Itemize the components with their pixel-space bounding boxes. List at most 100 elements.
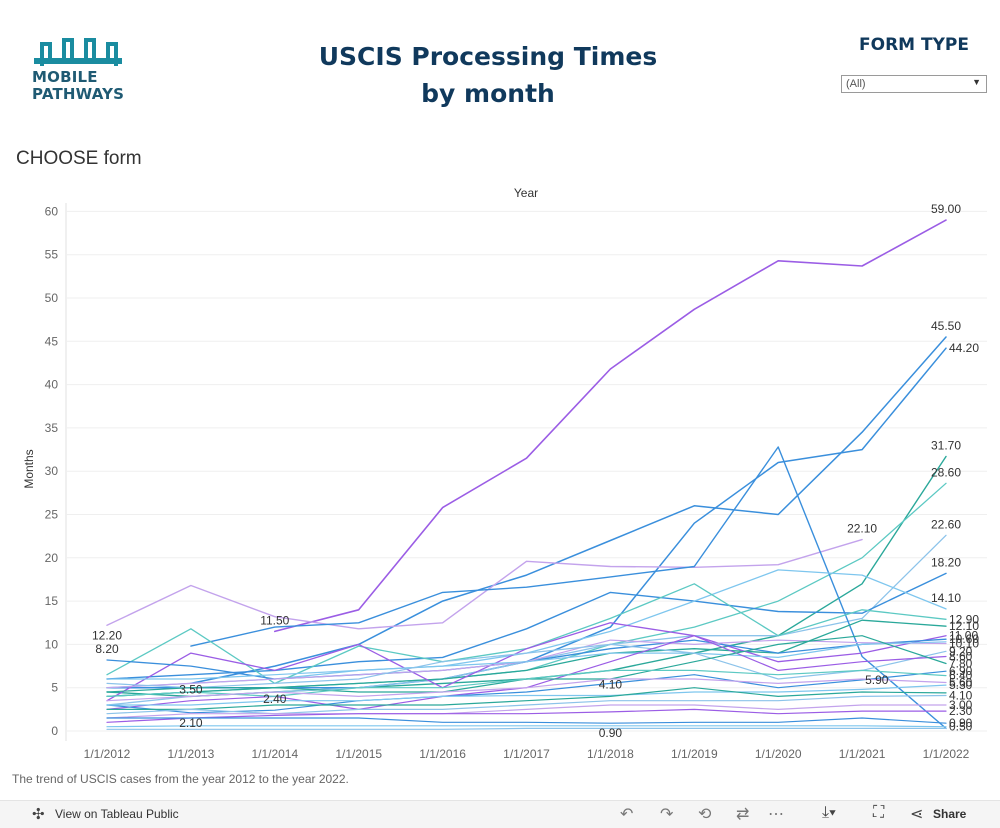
y-tick-label: 30 bbox=[45, 464, 59, 478]
x-tick-label: 1/1/2015 bbox=[335, 747, 382, 761]
logo-text-mobile: MOBILE bbox=[32, 68, 98, 86]
data-label: 0.90 bbox=[949, 716, 973, 730]
data-label: 10.10 bbox=[949, 637, 979, 651]
x-tick-label: 1/1/2016 bbox=[419, 747, 466, 761]
series-line bbox=[106, 583, 947, 685]
chart-axis-title-year: Year bbox=[514, 186, 538, 200]
data-label: 22.60 bbox=[931, 517, 961, 531]
data-label: 0.50 bbox=[949, 720, 973, 734]
data-label: 0.90 bbox=[599, 726, 623, 740]
data-label: 7.80 bbox=[949, 656, 973, 670]
data-label: 45.50 bbox=[931, 319, 961, 333]
data-label: 6.40 bbox=[949, 669, 973, 683]
series-line bbox=[190, 446, 947, 730]
series-line bbox=[106, 538, 863, 630]
x-tick-label: 1/1/2021 bbox=[839, 747, 886, 761]
data-label: 2.10 bbox=[179, 716, 203, 730]
data-label: 5.60 bbox=[949, 676, 973, 690]
series-line bbox=[106, 727, 947, 730]
data-label: 6.90 bbox=[949, 664, 973, 678]
data-label: 12.10 bbox=[949, 619, 979, 633]
data-label: 2.40 bbox=[263, 692, 287, 706]
series-line bbox=[274, 219, 947, 633]
tableau-toolbar: ✣ View on Tableau Public ↶ ↷ ⟲ ⇄ ⋯ ⤓▾ ⛶ … bbox=[0, 800, 1000, 828]
pause-icon[interactable]: ⋯ bbox=[768, 806, 784, 823]
data-label: 8.20 bbox=[95, 642, 119, 656]
share-button[interactable]: Share bbox=[933, 807, 967, 821]
refresh-icon[interactable]: ⇄ bbox=[736, 806, 750, 823]
download-icon[interactable]: ⤓▾ bbox=[822, 804, 836, 821]
data-label: 12.20 bbox=[92, 628, 122, 642]
page-title: USCIS Processing Times by month bbox=[300, 38, 676, 112]
undo-icon[interactable]: ↶ bbox=[620, 806, 634, 823]
series-line bbox=[106, 622, 947, 702]
share-icon[interactable]: ⋖ bbox=[910, 806, 924, 823]
redo-icon[interactable]: ↷ bbox=[660, 806, 674, 823]
y-tick-label: 60 bbox=[45, 204, 59, 218]
series-line bbox=[106, 669, 947, 697]
page-title-line2: by month bbox=[421, 79, 555, 108]
series-line bbox=[106, 704, 947, 719]
series-line bbox=[106, 708, 947, 723]
series-line bbox=[106, 643, 947, 689]
y-tick-label: 0 bbox=[51, 724, 58, 738]
y-tick-label: 50 bbox=[45, 291, 59, 305]
data-label: 3.00 bbox=[949, 698, 973, 712]
series-line bbox=[190, 336, 947, 685]
series-line bbox=[106, 641, 947, 680]
chart-data-labels: 59.00 45.50 44.20 31.70 28.60 22.10 12.20 22.60… bbox=[92, 202, 979, 740]
y-tick-label: 5 bbox=[51, 681, 58, 695]
data-label: 8.60 bbox=[949, 650, 973, 664]
data-label: 2.30 bbox=[949, 704, 973, 718]
data-label: 31.70 bbox=[931, 438, 961, 452]
view-on-tableau-link[interactable]: View on Tableau Public bbox=[55, 807, 179, 821]
processing-times-line-chart: Year Months 0 5 10 15 20 25 30 35 40 45 50 55 60 1/1… bbox=[22, 186, 987, 761]
x-tick-label: 1/1/2018 bbox=[587, 747, 634, 761]
data-label: 5.30 bbox=[949, 678, 973, 692]
x-tick-label: 1/1/2013 bbox=[168, 747, 215, 761]
data-label: 22.10 bbox=[847, 522, 877, 536]
x-tick-label: 1/1/2019 bbox=[671, 747, 718, 761]
form-type-label: FORM TYPE bbox=[859, 35, 969, 55]
series-line bbox=[106, 482, 947, 698]
data-label: 12.90 bbox=[949, 612, 979, 626]
dropdown-arrow-icon: ▼ bbox=[972, 77, 981, 87]
series-line bbox=[106, 670, 947, 714]
series-line bbox=[106, 694, 947, 715]
data-label: 9.20 bbox=[949, 644, 973, 658]
data-label: 44.20 bbox=[949, 341, 979, 355]
series-line bbox=[106, 717, 947, 724]
y-tick-label: 25 bbox=[45, 508, 59, 522]
y-tick-label: 15 bbox=[45, 594, 59, 608]
chart-y-ticks: 0 5 10 15 20 25 30 35 40 45 50 55 60 bbox=[45, 204, 59, 738]
mobile-pathways-logo-icon bbox=[34, 38, 122, 66]
chart-series-lines bbox=[106, 219, 947, 730]
data-label: 5.90 bbox=[865, 673, 889, 687]
data-label: 18.20 bbox=[931, 555, 961, 569]
y-tick-label: 45 bbox=[45, 334, 59, 348]
y-tick-label: 40 bbox=[45, 378, 59, 392]
y-tick-label: 55 bbox=[45, 248, 59, 262]
choose-form-heading: CHOOSE form bbox=[16, 148, 142, 169]
x-tick-label: 1/1/2022 bbox=[923, 747, 970, 761]
fullscreen-icon[interactable]: ⛶ bbox=[873, 804, 885, 821]
data-label: 14.10 bbox=[931, 591, 961, 605]
data-label: 10.60 bbox=[949, 632, 979, 646]
x-tick-label: 1/1/2012 bbox=[84, 747, 131, 761]
series-line bbox=[106, 684, 947, 706]
page-title-line1: USCIS Processing Times bbox=[318, 42, 658, 71]
series-line bbox=[106, 455, 947, 698]
data-label: 3.50 bbox=[179, 683, 203, 697]
chart-caption: The trend of USCIS cases from the year 2… bbox=[12, 772, 349, 786]
form-type-selected-value: (All) bbox=[846, 78, 866, 90]
y-tick-label: 20 bbox=[45, 551, 59, 565]
data-label: 28.60 bbox=[931, 465, 961, 479]
chart-gridlines bbox=[65, 203, 987, 741]
tableau-logo-icon: ✣ bbox=[32, 806, 45, 823]
series-line bbox=[106, 725, 947, 728]
form-type-dropdown[interactable]: (All) ▼ bbox=[841, 75, 987, 93]
series-line bbox=[106, 572, 947, 680]
x-tick-label: 1/1/2017 bbox=[503, 747, 550, 761]
logo-text-pathways: PATHWAYS bbox=[32, 85, 125, 103]
revert-icon[interactable]: ⟲ bbox=[698, 806, 712, 823]
